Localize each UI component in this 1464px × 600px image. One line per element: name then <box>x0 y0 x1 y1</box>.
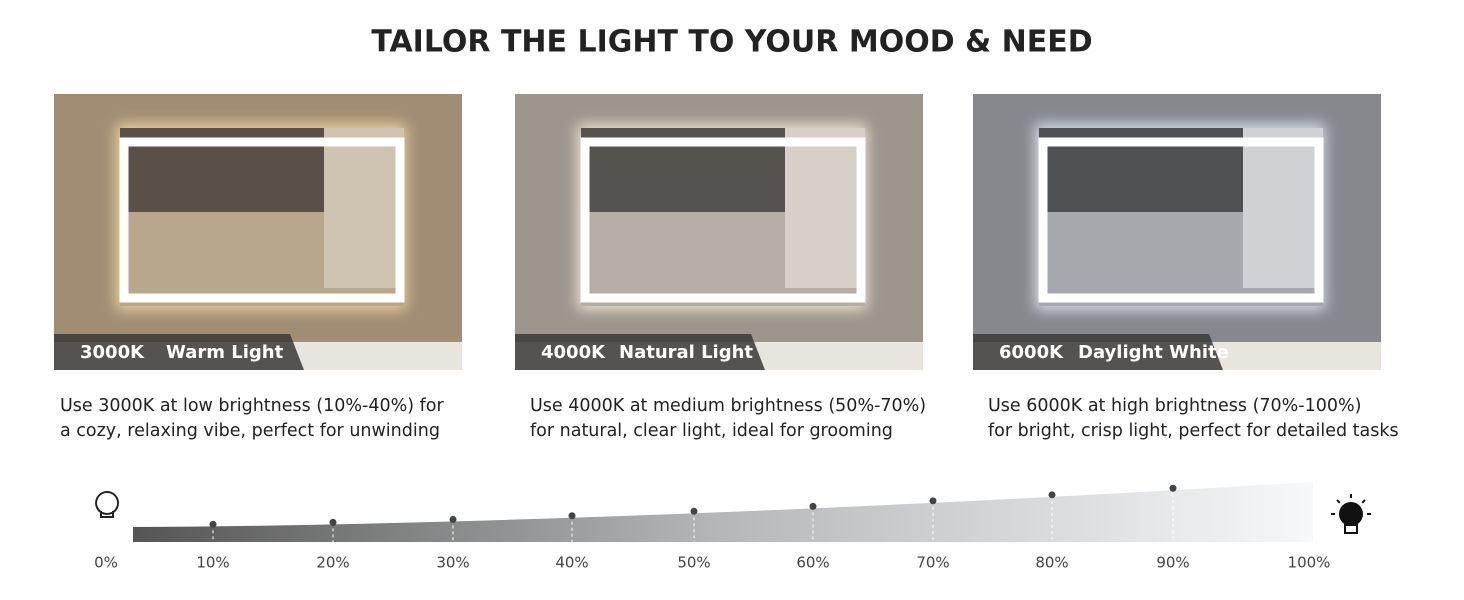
panel-image: 6000K Daylight White <box>973 94 1381 370</box>
light-name: Natural Light <box>619 342 753 363</box>
label-band <box>54 334 304 370</box>
scale-label: 20% <box>316 554 349 572</box>
scale-label: 90% <box>1156 554 1189 572</box>
description-line: a cozy, relaxing vibe, perfect for unwin… <box>60 421 440 441</box>
scale-label: 30% <box>436 554 469 572</box>
scale-dot <box>1169 484 1177 492</box>
scale-dot <box>929 497 937 505</box>
led-frame <box>119 137 405 303</box>
scale-label: 80% <box>1035 554 1068 572</box>
scale-label: 60% <box>796 554 829 572</box>
door-reflection <box>324 128 404 288</box>
bulb-on-icon <box>1339 502 1363 526</box>
door-reflection <box>785 128 865 288</box>
scale-label: 0% <box>94 554 118 572</box>
led-frame <box>580 137 866 303</box>
description-line: for natural, clear light, ideal for groo… <box>530 421 893 441</box>
scale-dot <box>1048 491 1056 499</box>
scale-dot <box>690 507 698 515</box>
scale-label: 70% <box>916 554 949 572</box>
kelvin-label: 3000K <box>80 342 145 363</box>
bulb-ray <box>1361 499 1366 504</box>
scale-label: 40% <box>555 554 588 572</box>
title: TAILOR THE LIGHT TO YOUR MOOD & NEED <box>371 25 1092 60</box>
scale-label: 100% <box>1288 554 1331 572</box>
label-band <box>973 334 1223 370</box>
scale-dot <box>329 518 337 526</box>
led-frame <box>1038 137 1324 303</box>
panel-image: 3000K Warm Light <box>54 94 462 370</box>
scale-label: 10% <box>196 554 229 572</box>
bulb-off-icon <box>95 491 120 518</box>
scale-dot <box>209 520 217 528</box>
description-line: Use 6000K at high brightness (70%-100%) <box>988 396 1361 416</box>
scale-dot <box>449 515 457 523</box>
description-line: for bright, crisp light, perfect for det… <box>988 421 1399 441</box>
description-line: Use 3000K at low brightness (10%-40%) fo… <box>60 396 444 416</box>
light-name: Daylight White <box>1078 342 1229 363</box>
brightness-wedge <box>133 482 1313 542</box>
scale-dot <box>809 502 817 510</box>
bulb-on-base <box>1344 524 1358 534</box>
panel-image: 4000K Natural Light <box>515 94 923 370</box>
kelvin-label: 4000K <box>541 342 606 363</box>
scale-label: 50% <box>677 554 710 572</box>
label-band <box>515 334 765 370</box>
door-reflection <box>1243 128 1323 288</box>
bulb-ray <box>1336 499 1341 504</box>
light-name: Warm Light <box>166 342 284 363</box>
kelvin-label: 6000K <box>999 342 1064 363</box>
scale-dot <box>568 512 576 520</box>
description-line: Use 4000K at medium brightness (50%-70%) <box>530 396 926 416</box>
